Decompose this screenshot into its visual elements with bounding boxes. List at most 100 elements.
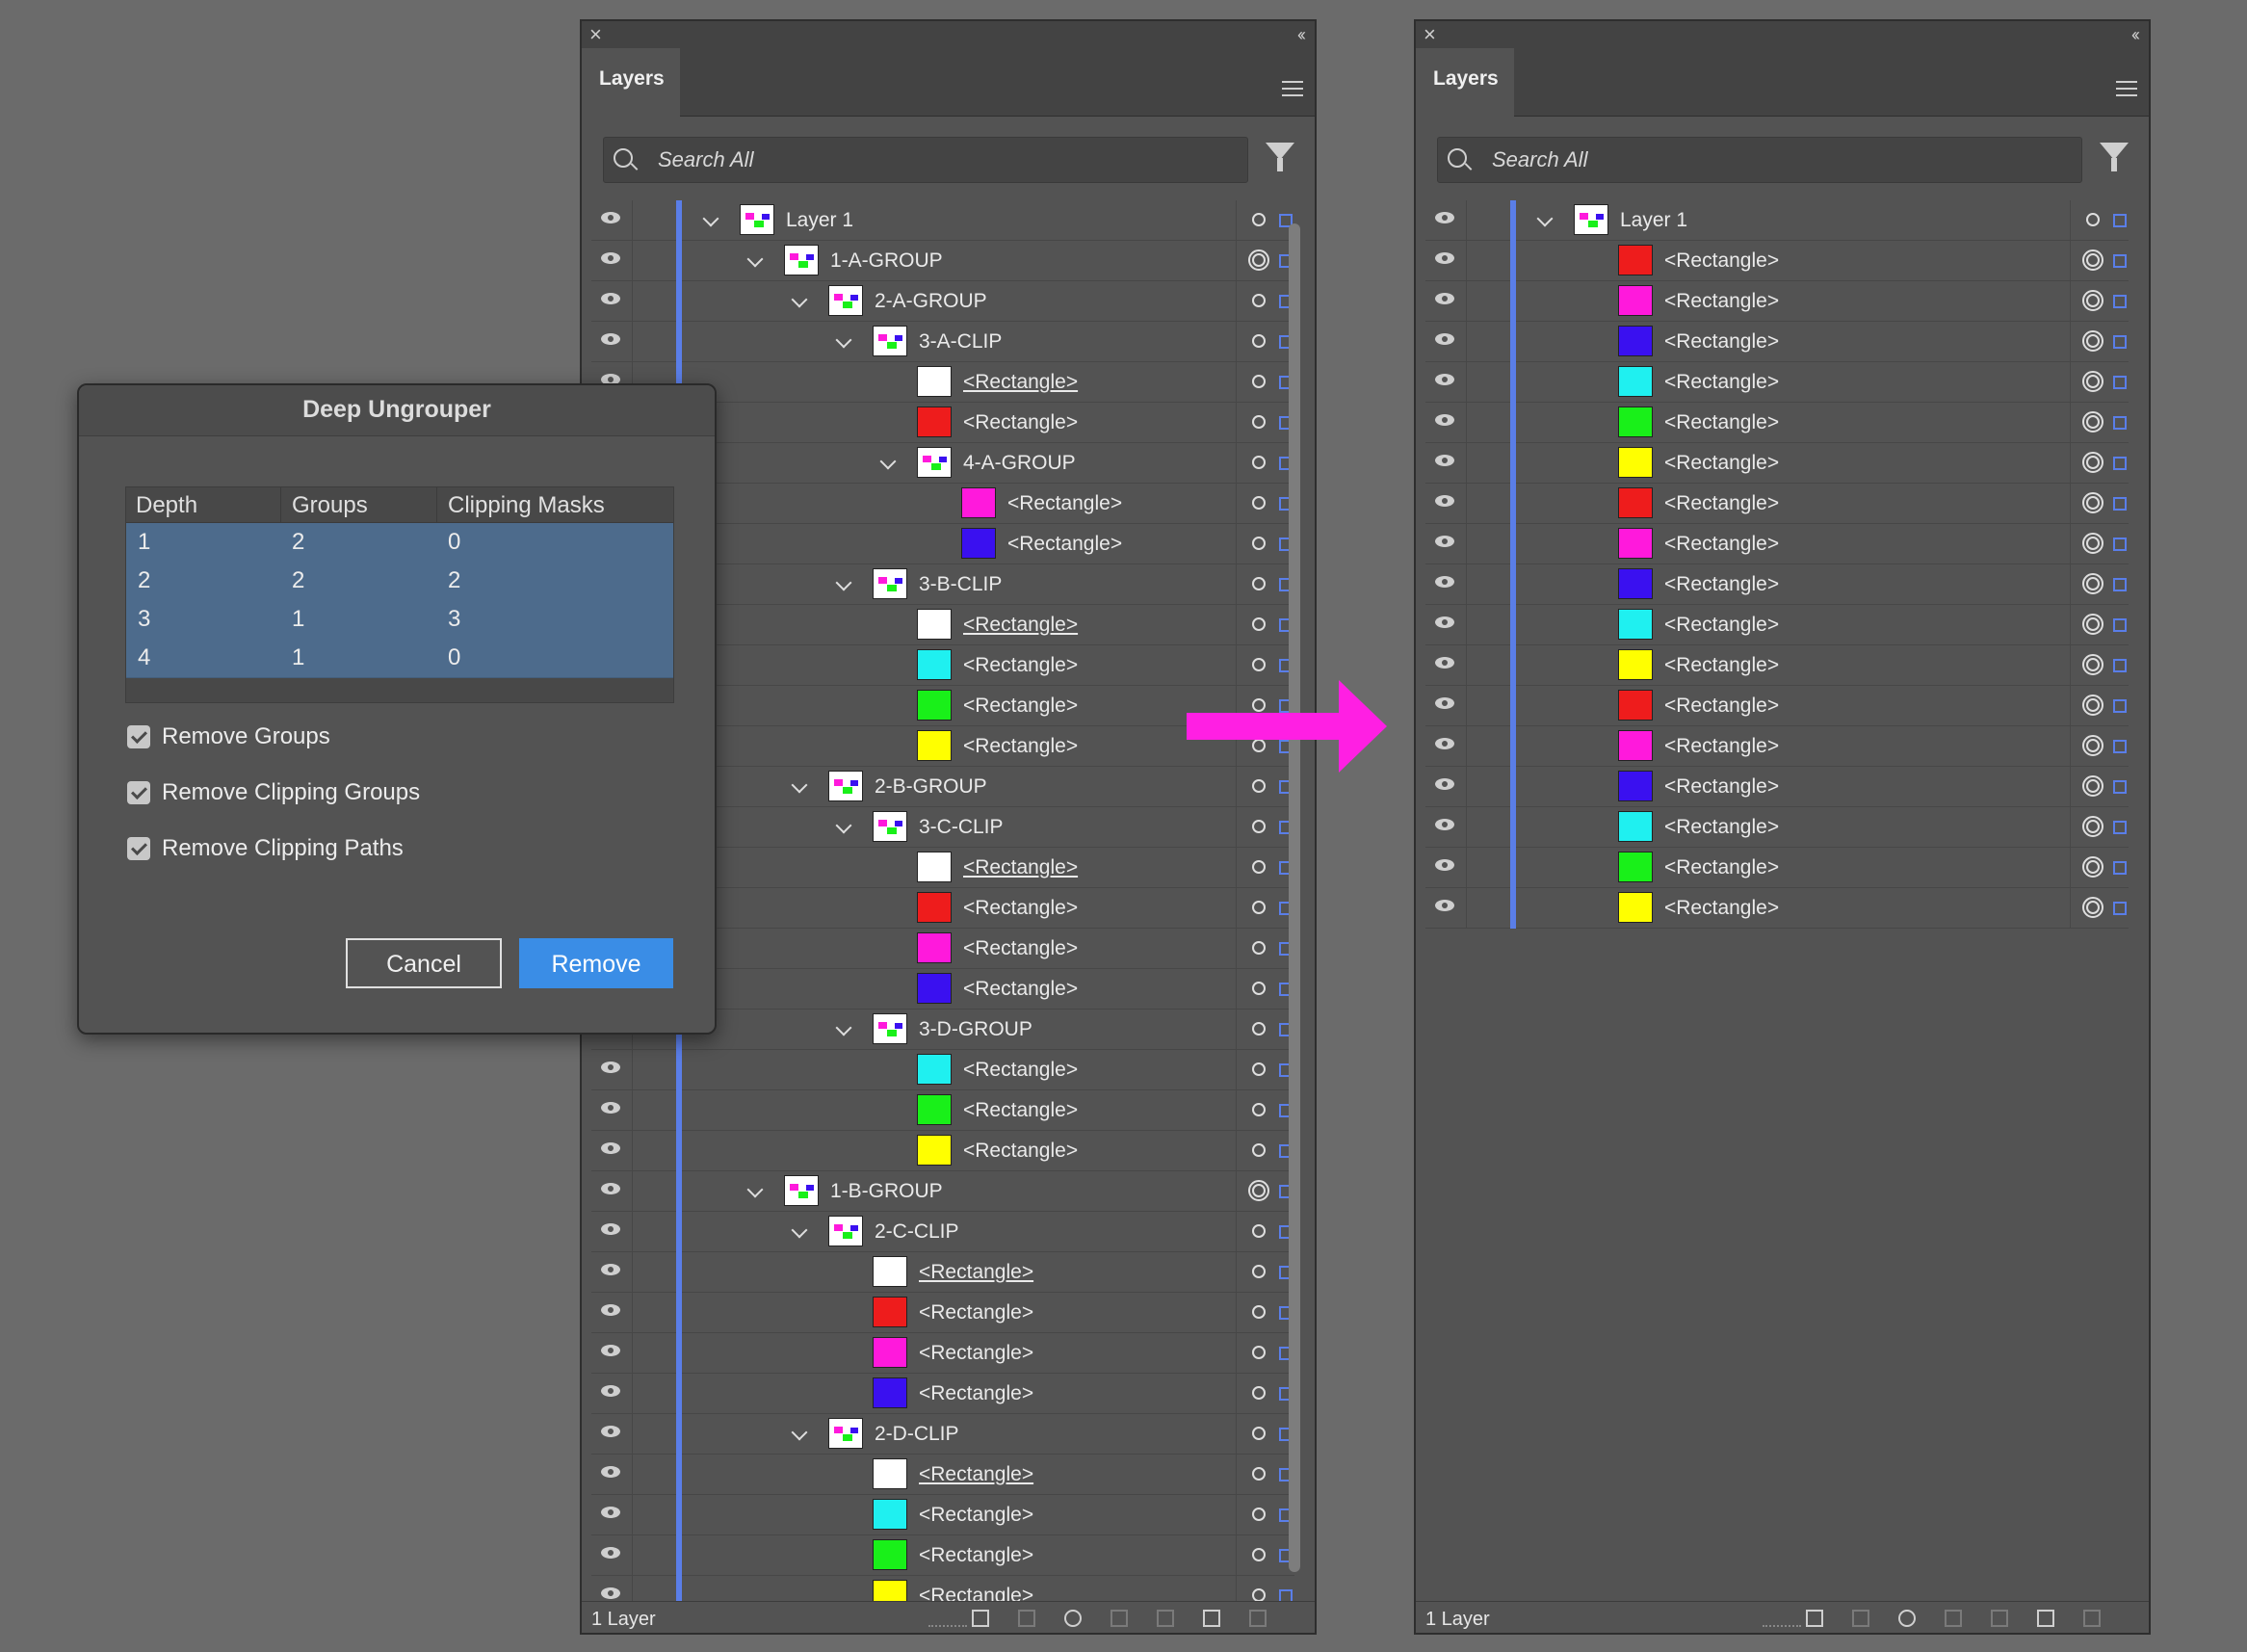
visibility-eye-icon[interactable] [601,1345,620,1356]
visibility-eye-icon[interactable] [1435,536,1454,547]
visibility-eye-icon[interactable] [1435,778,1454,790]
selection-indicator-icon[interactable] [2113,861,2127,875]
target-icon[interactable] [1248,1180,1269,1201]
layer-name[interactable]: 2-C-CLIP [875,1220,959,1243]
lock-column[interactable] [1466,564,1467,605]
object-row[interactable]: <Rectangle> [1425,888,2129,929]
chevron-down-icon[interactable] [746,250,764,268]
object-row[interactable]: <Rectangle> [591,1293,1294,1333]
target-icon[interactable] [2082,897,2103,918]
artboard-collect-icon[interactable] [972,1610,989,1627]
visibility-eye-icon[interactable] [1435,495,1454,507]
column-header-groups[interactable]: Groups [292,492,368,518]
search-input[interactable]: Search All [603,137,1248,183]
collapse-icon[interactable]: ‹‹ [1297,25,1306,44]
layer-name[interactable]: <Rectangle> [1664,775,1780,798]
lock-column[interactable] [632,1535,633,1576]
new-sublayer-icon[interactable] [1991,1610,2008,1627]
layer-name[interactable]: <Rectangle> [1664,533,1780,555]
layer-name[interactable]: 2-B-GROUP [875,775,987,798]
visibility-eye-icon[interactable] [601,1062,620,1073]
lock-column[interactable] [632,1050,633,1090]
layer-name[interactable]: <Rectangle> [1664,614,1780,636]
target-icon[interactable] [2082,614,2103,635]
layer-row[interactable]: 2-D-CLIP [591,1414,1294,1455]
layer-name[interactable]: <Rectangle> [919,1544,1034,1566]
visibility-eye-icon[interactable] [1435,738,1454,749]
target-icon[interactable] [1252,1508,1266,1521]
visibility-eye-icon[interactable] [1435,616,1454,628]
visibility-eye-icon[interactable] [601,1183,620,1194]
close-icon[interactable]: × [589,22,602,46]
lock-column[interactable] [632,1212,633,1252]
target-icon[interactable] [2082,695,2103,716]
layer-name[interactable]: <Rectangle> [963,856,1079,878]
tab-layers[interactable]: Layers [582,48,680,117]
target-icon[interactable] [1252,617,1266,631]
layer-name[interactable]: <Rectangle> [1664,695,1780,717]
search-input[interactable]: Search All [1437,137,2082,183]
target-icon[interactable] [1252,820,1266,833]
lock-column[interactable] [1466,281,1467,322]
layer-name[interactable]: <Rectangle> [963,695,1079,717]
target-icon[interactable] [2082,654,2103,675]
lock-column[interactable] [1466,443,1467,484]
object-row[interactable]: <Rectangle> [1425,241,2129,281]
selection-indicator-icon[interactable] [2113,254,2127,268]
selection-indicator-icon[interactable] [2113,902,2127,915]
visibility-eye-icon[interactable] [601,1587,620,1599]
object-row[interactable]: <Rectangle> [1425,524,2129,564]
layer-name[interactable]: 2-A-GROUP [875,290,987,312]
lock-column[interactable] [1466,726,1467,767]
lock-column[interactable] [1466,807,1467,848]
target-icon[interactable] [1252,739,1266,752]
visibility-eye-icon[interactable] [601,1264,620,1275]
lock-column[interactable] [632,281,633,322]
layer-name[interactable]: Layer 1 [1620,209,1688,231]
lock-column[interactable] [632,1131,633,1171]
target-icon[interactable] [1252,698,1266,712]
tab-layers[interactable]: Layers [1416,48,1514,117]
object-row[interactable]: <Rectangle> [591,1333,1294,1374]
target-icon[interactable] [2082,735,2103,756]
target-icon[interactable] [1252,1022,1266,1036]
layer-row[interactable]: 1-B-GROUP [591,1171,1294,1212]
remove-clipping-groups-checkbox[interactable] [127,781,150,804]
chevron-down-icon[interactable] [835,574,852,591]
lock-column[interactable] [1466,524,1467,564]
selection-indicator-icon[interactable] [2113,578,2127,591]
lock-column[interactable] [1466,686,1467,726]
object-row[interactable]: <Rectangle> [1425,403,2129,443]
object-row[interactable]: <Rectangle> [591,1131,1294,1171]
layer-name[interactable]: 3-D-GROUP [919,1018,1032,1040]
layer-row[interactable]: 2-B-GROUP [591,767,1294,807]
target-icon[interactable] [1252,901,1266,914]
object-row[interactable]: <Rectangle> [1425,726,2129,767]
column-header-depth[interactable]: Depth [136,492,198,518]
layer-name[interactable]: <Rectangle> [963,978,1079,1000]
table-row[interactable]: 3 1 3 [126,600,673,640]
target-icon[interactable] [2082,411,2103,433]
object-row[interactable]: <Rectangle> [1425,767,2129,807]
visibility-eye-icon[interactable] [1435,819,1454,830]
visibility-eye-icon[interactable] [1435,212,1454,223]
target-icon[interactable] [1252,1103,1266,1116]
target-icon[interactable] [2082,452,2103,473]
lock-column[interactable] [632,362,633,403]
target-icon[interactable] [1252,1062,1266,1076]
layer-row[interactable]: 1-A-GROUP [591,241,1294,281]
target-icon[interactable] [1252,1224,1266,1238]
layer-row[interactable]: 2-C-CLIP [591,1212,1294,1252]
layer-name[interactable]: <Rectangle> [963,1099,1079,1121]
new-layer-icon[interactable] [1203,1610,1220,1627]
locate-object-icon[interactable] [1898,1610,1916,1627]
target-icon[interactable] [2082,816,2103,837]
lock-column[interactable] [632,1576,633,1602]
lock-column[interactable] [632,1414,633,1455]
target-icon[interactable] [2082,492,2103,513]
layer-name[interactable]: <Rectangle> [1664,290,1780,312]
object-row[interactable]: <Rectangle> [591,362,1294,403]
lock-column[interactable] [1466,322,1467,362]
target-icon[interactable] [1252,1467,1266,1481]
remove-clipping-paths-checkbox[interactable] [127,837,150,860]
